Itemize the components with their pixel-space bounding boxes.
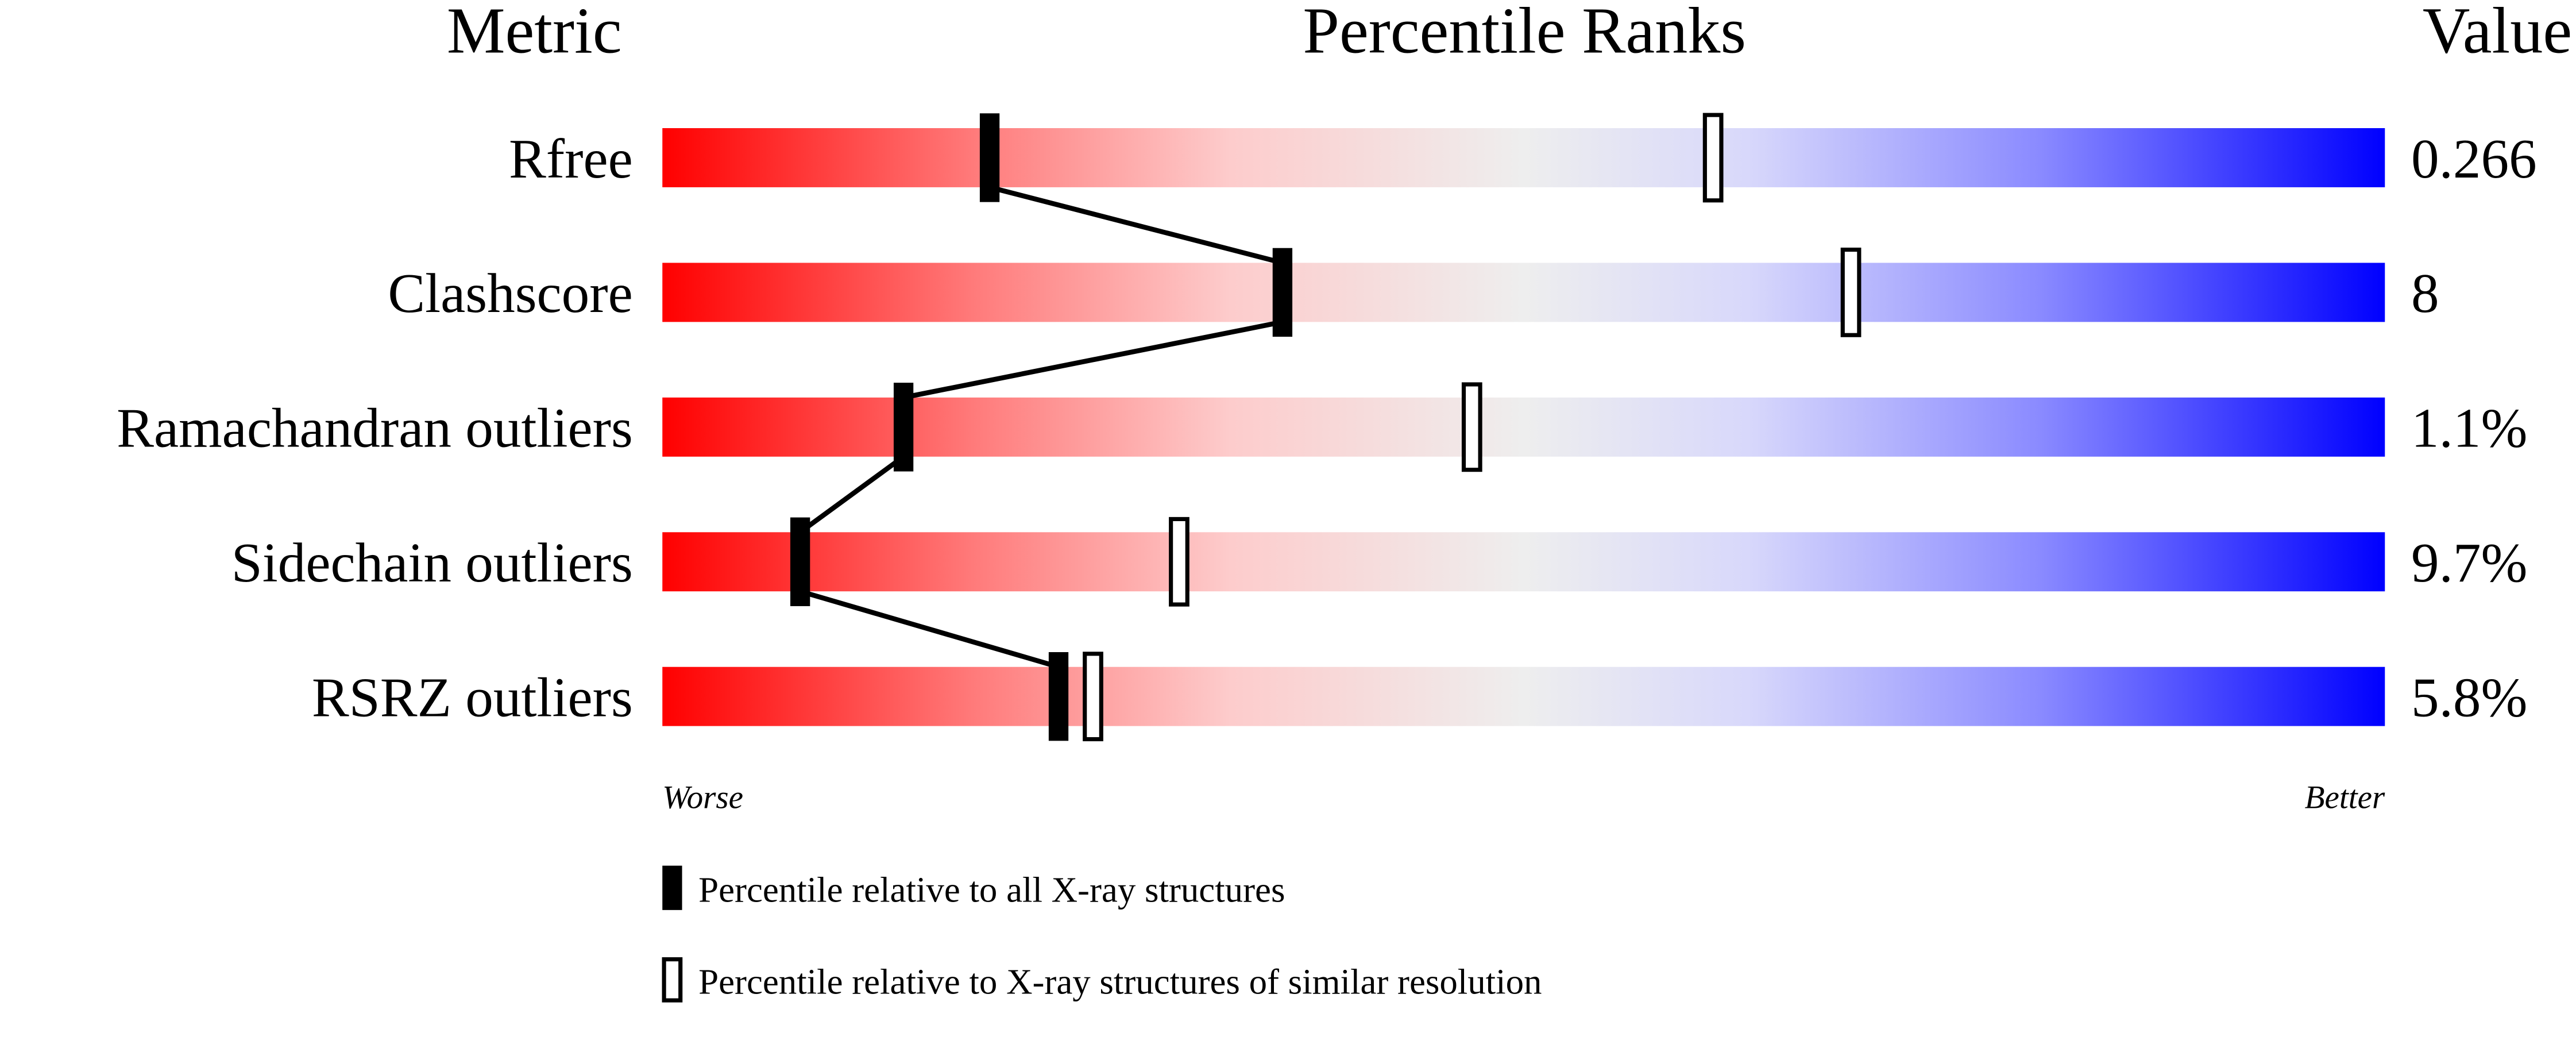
legend-filled-marker — [662, 865, 682, 910]
percentile-bar — [662, 666, 2385, 726]
legend-all-label: Percentile relative to all X-ray structu… — [698, 870, 1285, 910]
connector-line — [903, 319, 1283, 400]
percentile-bar — [662, 263, 2385, 322]
all-percentile-marker — [1048, 652, 1069, 741]
axis-better-label: Better — [2305, 780, 2385, 816]
similar-percentile-marker — [1169, 517, 1189, 607]
legend-hollow-marker — [662, 957, 683, 1003]
header-percentile-ranks: Percentile Ranks — [1303, 0, 1746, 67]
metric-value: 8 — [2411, 263, 2439, 325]
similar-percentile-marker — [1083, 652, 1103, 742]
metric-label: Sidechain outliers — [231, 532, 633, 594]
axis-worse-label: Worse — [662, 780, 743, 816]
percentile-bar — [662, 532, 2385, 592]
percentile-bar — [662, 397, 2385, 457]
metric-label: Rfree — [509, 128, 633, 190]
similar-percentile-marker — [1461, 382, 1482, 472]
metric-label: Ramachandran outliers — [117, 398, 633, 460]
legend-similar-label: Percentile relative to X-ray structures … — [698, 962, 1542, 1002]
metric-value: 1.1% — [2411, 398, 2527, 460]
header-value: Value — [2423, 0, 2572, 67]
similar-percentile-marker — [1840, 247, 1861, 337]
connector-line — [799, 589, 1060, 669]
metric-label: RSRZ outliers — [312, 666, 633, 729]
all-percentile-marker — [790, 517, 810, 606]
percentile-bar — [662, 128, 2385, 187]
header-metric: Metric — [447, 0, 622, 67]
connector-line — [988, 184, 1283, 265]
metric-value: 0.266 — [2411, 128, 2537, 190]
metric-value: 5.8% — [2411, 666, 2527, 729]
all-percentile-marker — [979, 113, 1000, 202]
metric-label: Clashscore — [388, 263, 632, 325]
all-percentile-marker — [893, 383, 914, 472]
all-percentile-marker — [1272, 248, 1293, 337]
metric-value: 9.7% — [2411, 532, 2527, 594]
similar-percentile-marker — [1702, 113, 1724, 203]
connector-line — [798, 454, 905, 534]
